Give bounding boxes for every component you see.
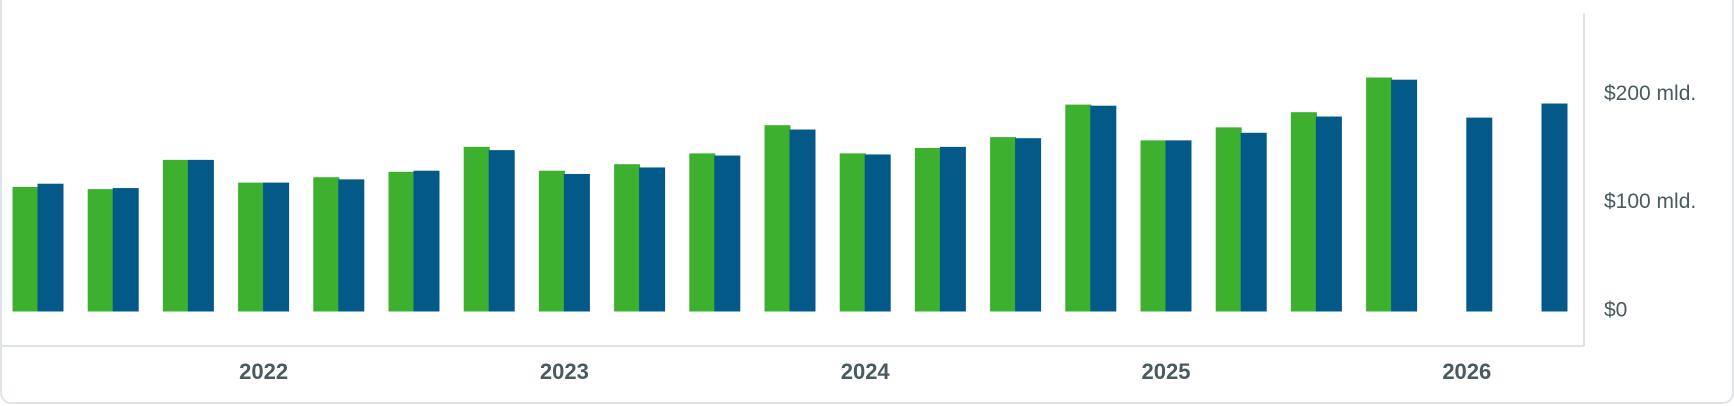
bar: [1240, 132, 1267, 312]
bar: [1290, 112, 1317, 312]
bar: [563, 173, 590, 312]
bar: [839, 153, 866, 312]
bar: [764, 125, 791, 312]
bar: [87, 189, 114, 312]
bar: [1215, 127, 1242, 312]
bar: [864, 154, 891, 312]
bar: [1065, 104, 1092, 312]
bar: [12, 186, 39, 312]
bar: [1466, 117, 1493, 312]
bar: [413, 170, 440, 312]
y-tick-label: $100 mld.: [1604, 190, 1696, 213]
bar: [1165, 140, 1192, 312]
bar: [37, 183, 64, 312]
bar: [388, 171, 415, 312]
bar: [162, 159, 189, 312]
bar: [238, 182, 265, 312]
bar: [263, 182, 290, 312]
x-tick-label: 2025: [1142, 359, 1191, 384]
x-tick-label: 2022: [239, 359, 288, 384]
bar: [714, 155, 741, 312]
bar: [614, 164, 641, 312]
bar: [463, 146, 490, 312]
bar: [914, 147, 941, 312]
y-tick-label: $200 mld.: [1604, 82, 1696, 105]
bar: [1090, 105, 1117, 312]
x-tick-label: 2024: [841, 359, 891, 384]
x-tick-label: 2023: [540, 359, 589, 384]
bar: [1541, 103, 1568, 312]
y-tick-label: $0: [1604, 299, 1627, 322]
bar: [112, 188, 139, 312]
bar: [187, 159, 214, 312]
bar: [639, 167, 666, 312]
bar: [488, 150, 515, 312]
bar: [939, 146, 966, 312]
bar: [1015, 138, 1042, 312]
bar: [1140, 140, 1167, 312]
bar: [1366, 77, 1393, 312]
bar: [689, 153, 716, 312]
bar: [1315, 116, 1342, 312]
bar: [789, 129, 816, 312]
x-tick-label: 2026: [1442, 359, 1491, 384]
bar: [313, 177, 340, 312]
bar: [1391, 79, 1418, 312]
bar: [990, 137, 1017, 312]
bar: [338, 179, 365, 312]
bar: [538, 170, 565, 312]
